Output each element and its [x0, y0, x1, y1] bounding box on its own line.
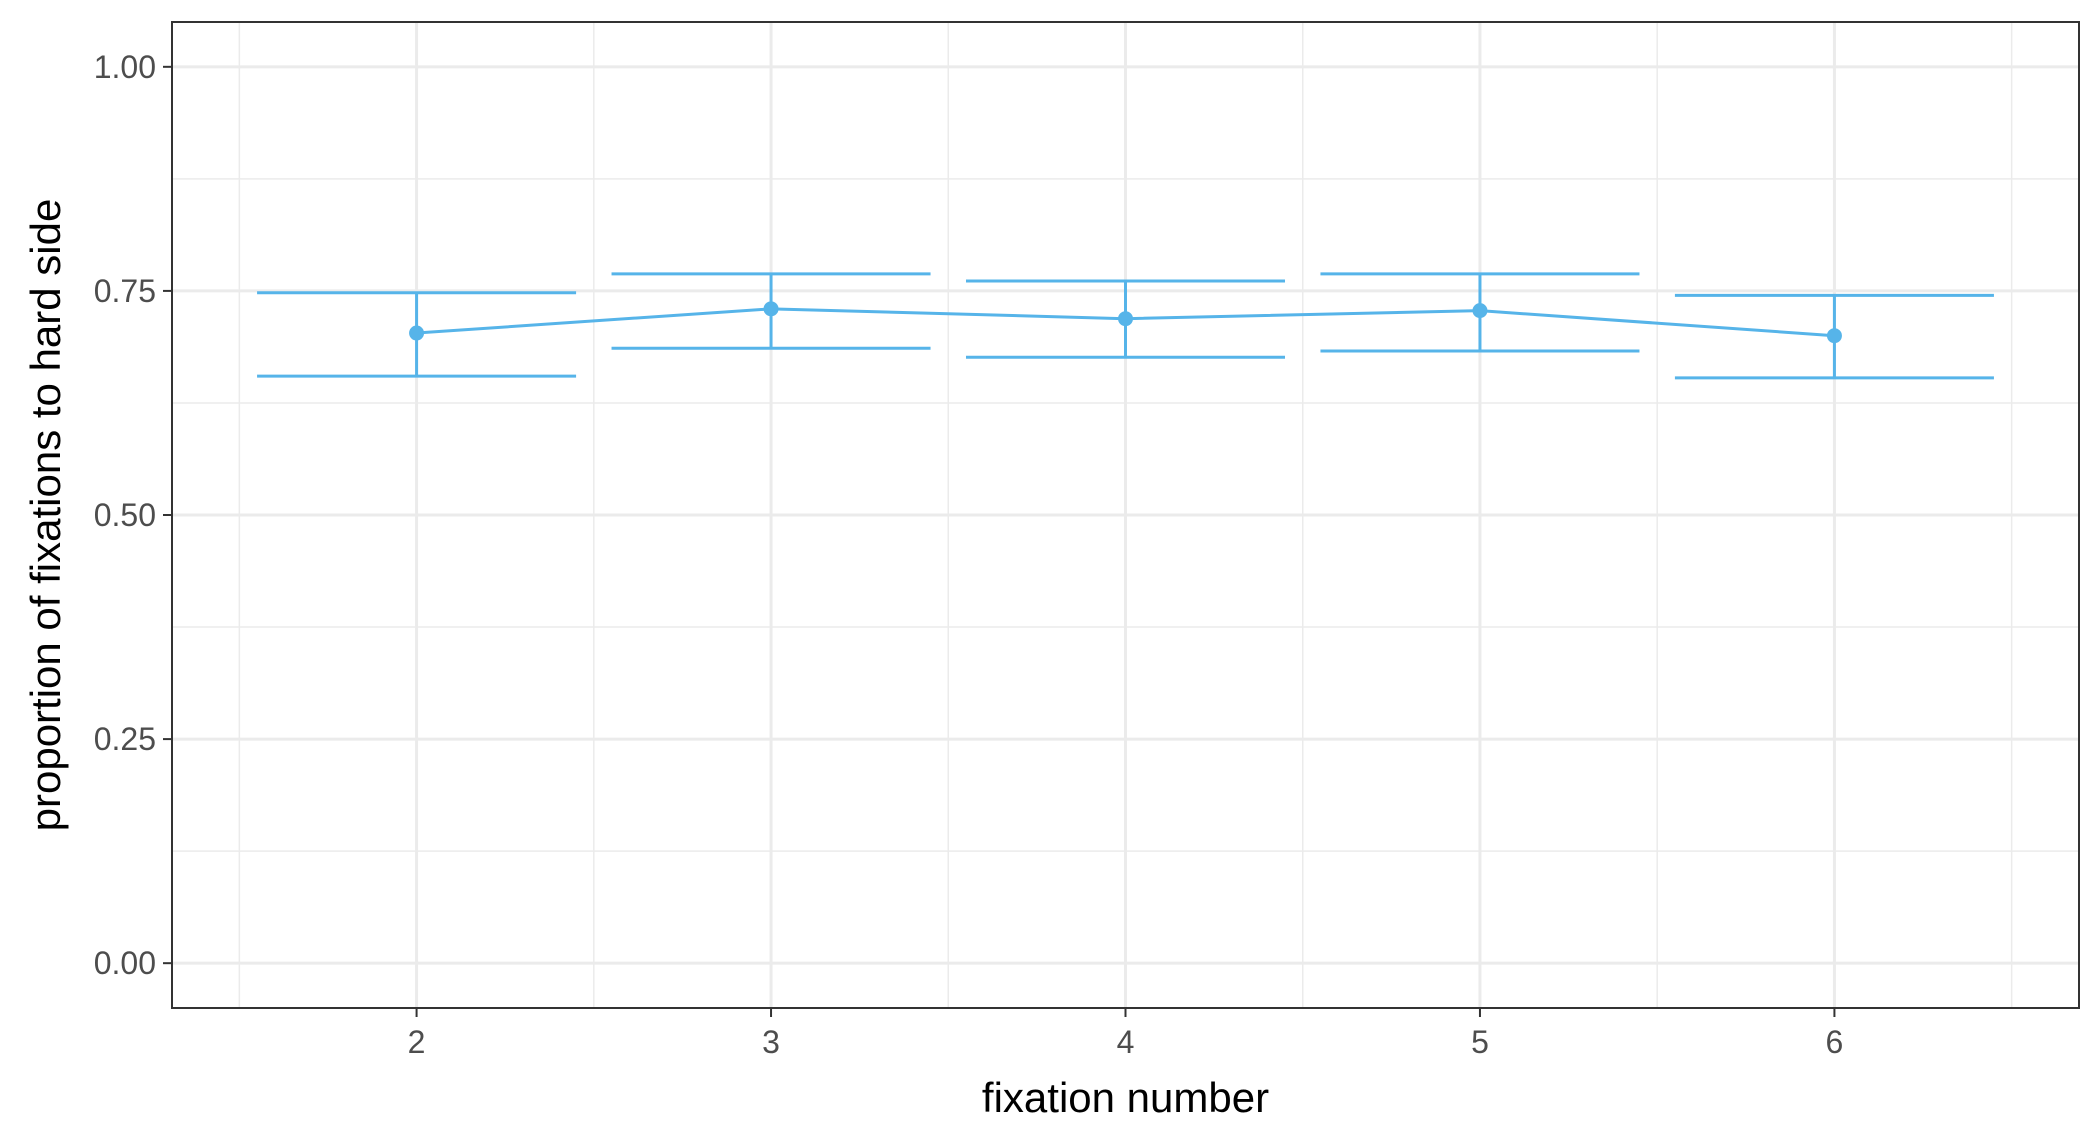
data-point — [409, 325, 425, 341]
x-axis-ticks: 2 3 4 5 6 — [408, 1008, 1844, 1060]
y-tick-label: 0.50 — [94, 497, 156, 533]
x-axis-title: fixation number — [982, 1074, 1269, 1121]
x-tick-label: 6 — [1826, 1024, 1844, 1060]
error-bars — [257, 272, 1994, 380]
y-tick-label: 0.75 — [94, 273, 156, 309]
x-tick-label: 4 — [1117, 1024, 1135, 1060]
y-tick-label: 1.00 — [94, 49, 156, 85]
y-axis-ticks: 0.00 0.25 0.50 0.75 1.00 — [94, 49, 172, 981]
data-point — [763, 301, 779, 317]
data-point — [1826, 328, 1842, 344]
y-tick-label: 0.00 — [94, 945, 156, 981]
data-point — [1472, 303, 1488, 319]
x-tick-label: 5 — [1471, 1024, 1489, 1060]
data-points — [409, 301, 1842, 344]
x-tick-label: 2 — [408, 1024, 426, 1060]
x-tick-label: 3 — [762, 1024, 780, 1060]
y-tick-label: 0.25 — [94, 721, 156, 757]
y-axis-title: proportion of fixations to hard side — [22, 199, 69, 832]
data-point — [1118, 311, 1133, 327]
